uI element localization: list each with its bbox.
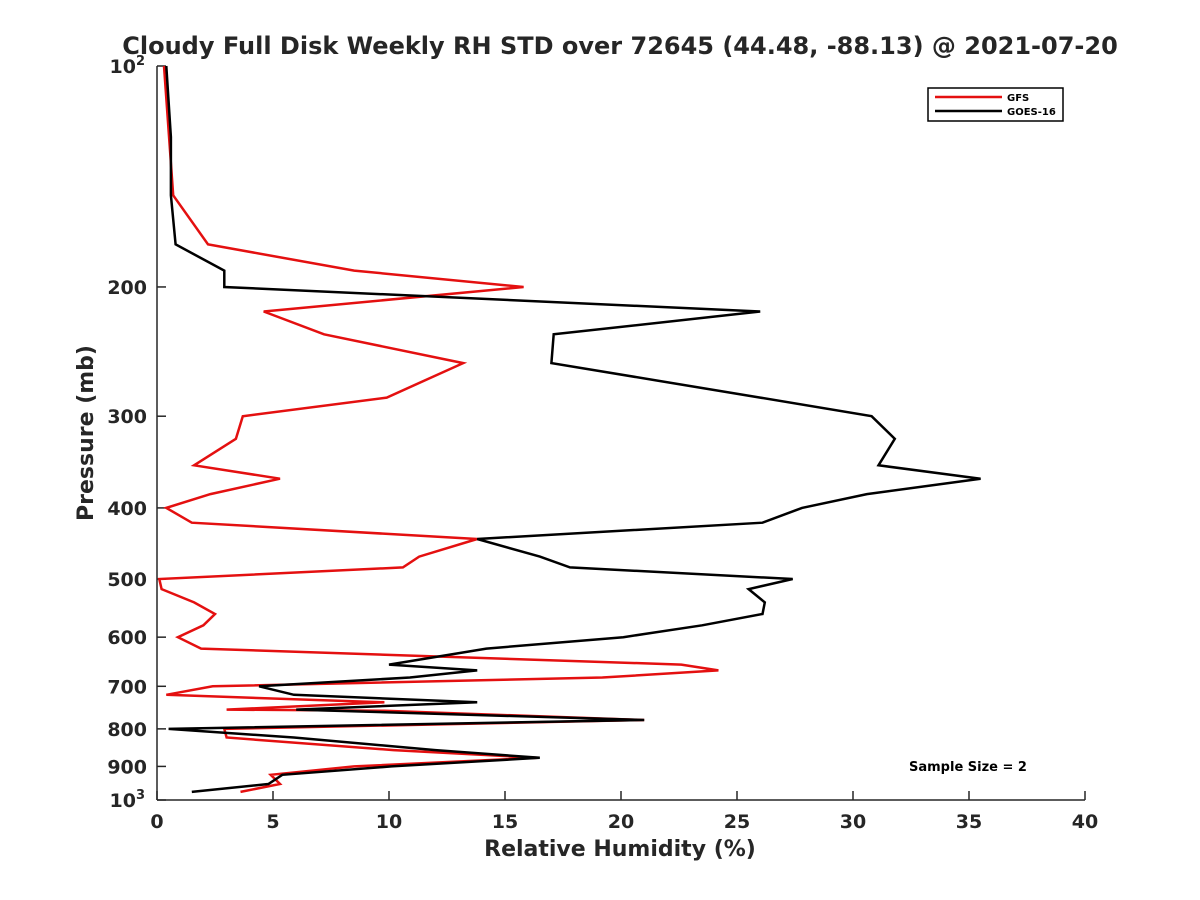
x-tick-label: 15 xyxy=(492,811,518,833)
series-goes-16 xyxy=(165,65,981,794)
x-tick-label: 30 xyxy=(840,811,866,833)
x-tick-label: 35 xyxy=(956,811,982,833)
legend-label: GOES-16 xyxy=(1007,107,1056,118)
x-tick-label: 10 xyxy=(376,811,402,833)
axes: 0 5 10 15 20 25 30 35 40 102 200 300 400 500 600 700 800… xyxy=(107,54,1098,833)
y-tick-label: 600 xyxy=(107,627,147,649)
series-line xyxy=(165,65,981,794)
x-tick-label: 40 xyxy=(1072,811,1098,833)
y-tick-label: 900 xyxy=(107,756,147,778)
x-tick-label: 5 xyxy=(266,811,279,833)
y-tick-label: 300 xyxy=(107,406,147,428)
y-tick-label: 700 xyxy=(107,676,147,698)
y-tick-label: 400 xyxy=(107,498,147,520)
legend-box xyxy=(927,87,1064,122)
legend: GFS GOES-16 xyxy=(927,87,1064,122)
x-tick-label: 20 xyxy=(608,811,634,833)
y-tick-label: 800 xyxy=(107,719,147,741)
series-line xyxy=(157,65,719,794)
sample-size-annotation: Sample Size = 2 xyxy=(909,760,1027,775)
y-tick-label: 103 xyxy=(110,788,146,812)
y-axis-label: Pressure (mb) xyxy=(74,345,99,521)
x-tick-label: 0 xyxy=(150,811,163,833)
y-tick-label: 500 xyxy=(107,569,147,591)
series-gfs xyxy=(157,65,719,794)
legend-label: GFS xyxy=(1007,93,1029,104)
x-axis-label: Relative Humidity (%) xyxy=(484,837,756,862)
series-layer xyxy=(157,65,981,794)
y-tick-label: 102 xyxy=(110,54,146,78)
x-tick-label: 25 xyxy=(724,811,750,833)
y-tick-label: 200 xyxy=(107,277,147,299)
chart-title: Cloudy Full Disk Weekly RH STD over 7264… xyxy=(122,32,1118,60)
